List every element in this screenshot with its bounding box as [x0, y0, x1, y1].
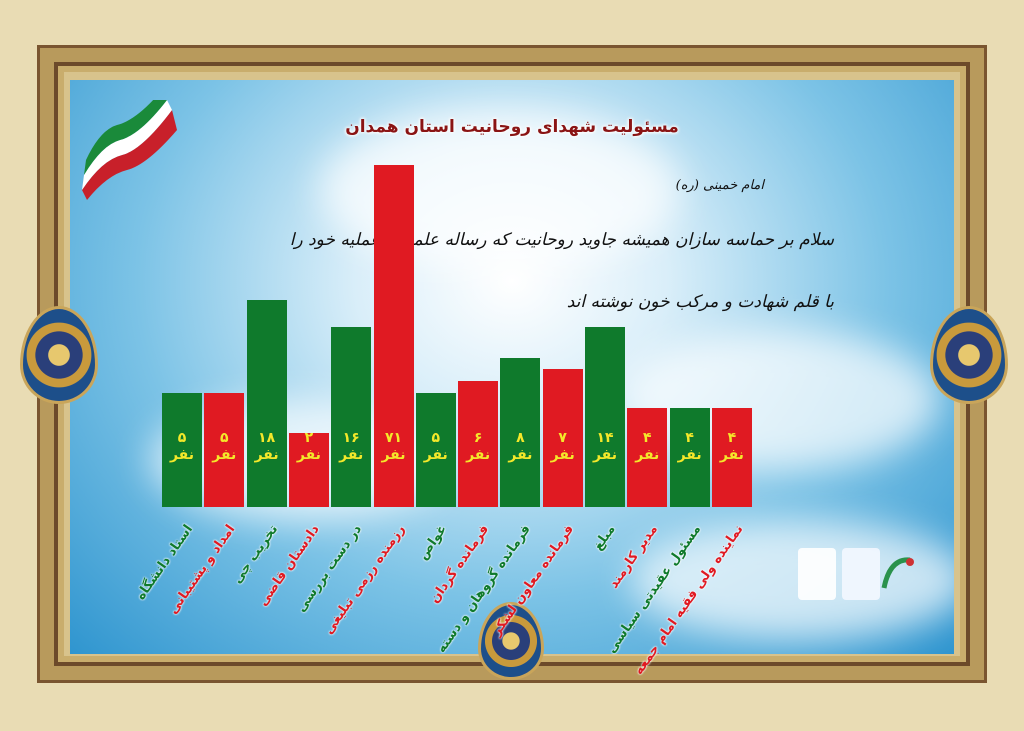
- data-label-value: ۲: [304, 430, 314, 446]
- data-label: ۵ نفر: [416, 430, 456, 464]
- data-label-value: ۸: [516, 430, 525, 446]
- data-label-value: ۵: [220, 430, 229, 446]
- data-label: ۸ نفر: [500, 430, 540, 464]
- data-label: ۷ نفر: [543, 430, 583, 464]
- bar-12: [627, 408, 668, 507]
- data-label: ۲ نفر: [289, 430, 329, 464]
- data-label: ۴ نفر: [670, 430, 710, 464]
- data-label-unit: نفر: [296, 447, 321, 463]
- data-label-unit: نفر: [466, 447, 491, 463]
- quote-line-2: با قلم شهادت و مرکب خون نوشته اند: [566, 292, 834, 312]
- data-label-unit: نفر: [508, 447, 533, 463]
- bar-8: [458, 381, 499, 507]
- bar-14: [711, 408, 752, 507]
- quote-line-1: سلام بر حماسه سازان همیشه جاوید روحانیت …: [289, 230, 834, 250]
- data-label-unit: نفر: [635, 447, 660, 463]
- data-label: ۱۸ نفر: [247, 430, 287, 464]
- chart-title: مسئولیت شهدای روحانیت استان همدان: [345, 117, 679, 137]
- left-ornament: [20, 306, 98, 404]
- data-label-value: ۱۸: [258, 430, 276, 446]
- data-label-unit: نفر: [677, 447, 702, 463]
- data-label-value: ۴: [685, 430, 694, 446]
- data-label: ۴ نفر: [712, 430, 752, 464]
- bar-10: [542, 369, 583, 507]
- data-label: ۵ نفر: [204, 430, 244, 464]
- logo-1: [798, 548, 836, 600]
- data-label: ۵ نفر: [162, 430, 202, 464]
- data-label-value: ۵: [177, 430, 187, 446]
- bar-2: [204, 393, 245, 507]
- data-label-value: ۱۶: [342, 430, 360, 446]
- data-label-unit: نفر: [423, 447, 448, 463]
- logo-2: [842, 548, 880, 600]
- bar-4: [288, 433, 329, 507]
- right-ornament: [930, 306, 1008, 404]
- data-label-unit: نفر: [212, 447, 237, 463]
- data-label-value: ۷۱: [384, 430, 403, 446]
- data-label-unit: نفر: [381, 447, 406, 463]
- data-label-value: ۴: [643, 430, 652, 446]
- data-label-unit: نفر: [169, 447, 195, 463]
- bar-5: [331, 327, 372, 507]
- iran-flag-icon: [82, 100, 177, 200]
- bar-7: [415, 393, 456, 507]
- data-label: ۱۶ نفر: [331, 430, 371, 464]
- bar-13: [669, 408, 710, 507]
- data-label-unit: نفر: [254, 447, 279, 463]
- data-label-value: ۱۴: [596, 430, 614, 446]
- data-label-unit: نفر: [550, 447, 575, 463]
- data-label: ۷۱ نفر: [374, 430, 414, 464]
- bar-1: [162, 393, 202, 507]
- data-label-unit: نفر: [339, 447, 364, 463]
- bottom-ornament: [478, 602, 544, 680]
- data-label: ۱۴ نفر: [585, 430, 625, 464]
- data-label: ۴ نفر: [627, 430, 667, 464]
- quote-author: امام خمینی (ره): [675, 178, 764, 193]
- bar-6: [373, 165, 414, 507]
- logo-emblem-icon: [881, 557, 914, 589]
- data-label-unit: نفر: [719, 447, 744, 463]
- data-label-unit: نفر: [592, 447, 618, 463]
- data-label-value: ۶: [473, 430, 483, 446]
- data-label-value: ۵: [431, 430, 441, 446]
- bar-9: [500, 358, 541, 507]
- logo-3: [880, 548, 918, 600]
- bar-3: [246, 300, 287, 507]
- data-label-value: ۴: [727, 430, 737, 446]
- data-label: ۶ نفر: [458, 430, 498, 464]
- data-label-value: ۷: [558, 430, 567, 446]
- bar-11: [585, 327, 625, 507]
